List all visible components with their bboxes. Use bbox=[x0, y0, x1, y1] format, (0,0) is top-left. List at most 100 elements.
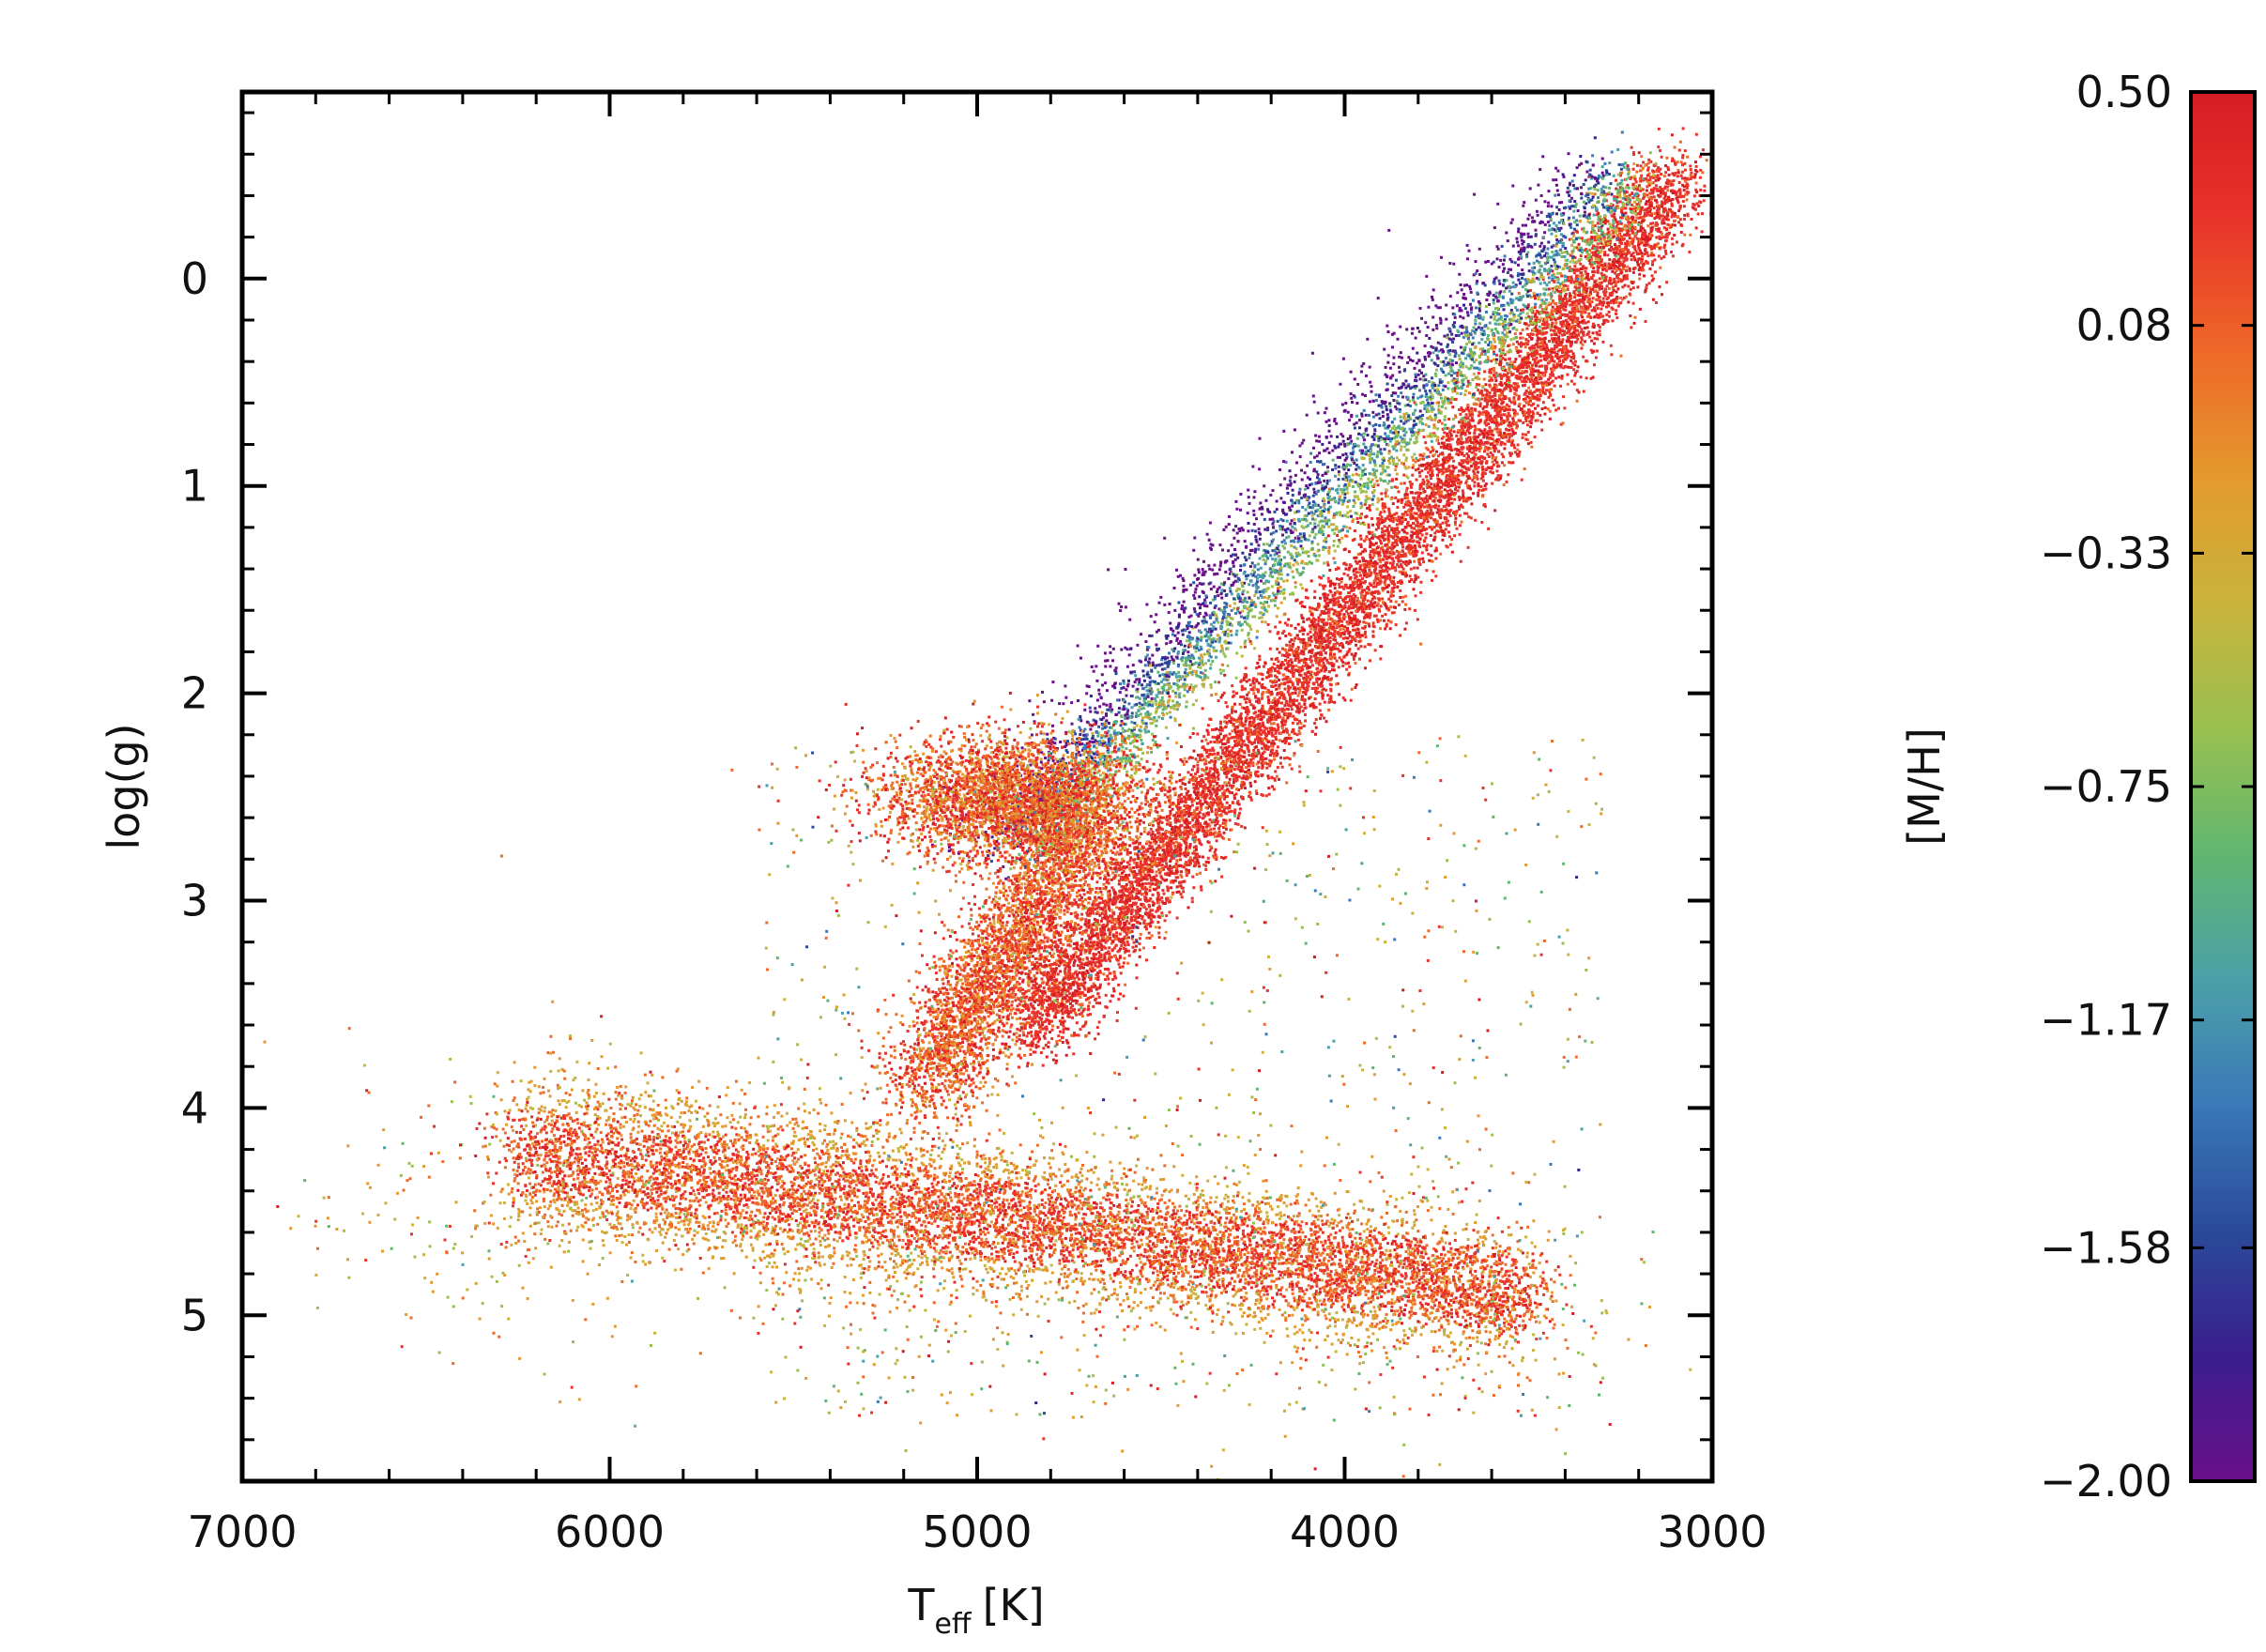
scatter-point bbox=[916, 1202, 920, 1206]
scatter-point bbox=[1201, 1262, 1204, 1265]
scatter-point bbox=[809, 1230, 813, 1233]
scatter-point bbox=[706, 1118, 710, 1122]
scatter-point bbox=[559, 1116, 563, 1120]
scatter-point bbox=[1425, 1263, 1429, 1267]
scatter-point bbox=[752, 1219, 756, 1223]
scatter-point bbox=[1171, 1262, 1175, 1266]
scatter-point bbox=[891, 1195, 895, 1199]
scatter-point bbox=[794, 1189, 798, 1193]
scatter-point bbox=[998, 1190, 1002, 1194]
scatter-point bbox=[1413, 1209, 1416, 1213]
scatter-point bbox=[967, 1182, 971, 1185]
scatter-point bbox=[865, 1201, 869, 1204]
scatter-point bbox=[1248, 1239, 1252, 1243]
scatter-point bbox=[1525, 1251, 1529, 1255]
scatter-point bbox=[1184, 1268, 1187, 1272]
scatter-point bbox=[912, 1236, 916, 1240]
scatter-point bbox=[832, 1143, 835, 1147]
scatter-point bbox=[628, 1180, 632, 1184]
scatter-point bbox=[964, 1267, 968, 1271]
scatter-point bbox=[1331, 1250, 1335, 1253]
scatter-point bbox=[1071, 1255, 1075, 1259]
scatter-point bbox=[1225, 1284, 1229, 1288]
scatter-point bbox=[587, 1089, 590, 1092]
scatter-point bbox=[740, 1126, 743, 1129]
scatter-point bbox=[618, 1092, 621, 1095]
scatter-point bbox=[1380, 1286, 1384, 1290]
scatter-point bbox=[907, 1173, 911, 1177]
scatter-point bbox=[1340, 1292, 1344, 1295]
scatter-point bbox=[1467, 1287, 1471, 1291]
scatter-point bbox=[1498, 1298, 1502, 1302]
scatter-point bbox=[1428, 1261, 1432, 1264]
scatter-point bbox=[783, 1252, 787, 1256]
scatter-point bbox=[615, 1205, 619, 1209]
scatter-point bbox=[749, 1230, 753, 1232]
scatter-point bbox=[503, 1166, 507, 1170]
scatter-point bbox=[1018, 1261, 1021, 1264]
scatter-point bbox=[936, 1289, 940, 1293]
scatter-point bbox=[1115, 1242, 1118, 1246]
scatter-point bbox=[876, 1247, 880, 1250]
scatter-point bbox=[813, 1183, 817, 1186]
scatter-point bbox=[1049, 1156, 1051, 1160]
scatter-point bbox=[1307, 1277, 1310, 1280]
scatter-point bbox=[1373, 1264, 1377, 1268]
scatter-point bbox=[674, 1226, 678, 1230]
scatter-point bbox=[627, 1185, 631, 1188]
scatter-point bbox=[813, 1156, 817, 1160]
scatter-point bbox=[1453, 1252, 1457, 1256]
scatter-point bbox=[1444, 1266, 1447, 1270]
scatter-point bbox=[1260, 1270, 1263, 1274]
scatter-point bbox=[941, 1266, 944, 1270]
scatter-point bbox=[1167, 1283, 1171, 1287]
scatter-point bbox=[1116, 1223, 1120, 1227]
scatter-point bbox=[492, 1126, 496, 1130]
scatter-point bbox=[591, 1160, 595, 1164]
scatter-point bbox=[1168, 1263, 1171, 1267]
scatter-point bbox=[1196, 1199, 1200, 1202]
scatter-point bbox=[1449, 1299, 1453, 1302]
scatter-point bbox=[814, 1221, 817, 1225]
scatter-point bbox=[1002, 1198, 1005, 1201]
scatter-point bbox=[1471, 1337, 1475, 1340]
scatter-point bbox=[1392, 1269, 1396, 1273]
scatter-point bbox=[640, 1179, 644, 1183]
scatter-point bbox=[877, 1130, 880, 1133]
scatter-point bbox=[1514, 1317, 1518, 1321]
scatter-point bbox=[1432, 1247, 1435, 1250]
scatter-point bbox=[942, 1195, 946, 1199]
scatter-point bbox=[748, 1081, 752, 1084]
scatter-point bbox=[906, 1157, 910, 1161]
scatter-point bbox=[1413, 1220, 1416, 1224]
scatter-point bbox=[1125, 1218, 1129, 1222]
scatter-point bbox=[1356, 1247, 1360, 1251]
scatter-point bbox=[723, 1146, 727, 1149]
scatter-point bbox=[601, 1138, 604, 1141]
scatter-point bbox=[752, 1168, 756, 1171]
scatter-point bbox=[1345, 1265, 1349, 1269]
scatter-point bbox=[936, 1206, 940, 1210]
scatter-point bbox=[1039, 1134, 1042, 1138]
scatter-point bbox=[827, 1189, 831, 1193]
scatter-point bbox=[503, 1109, 507, 1113]
scatter-point bbox=[912, 1271, 916, 1275]
scatter-point bbox=[712, 1225, 715, 1229]
scatter-point bbox=[663, 1222, 666, 1226]
scatter-point bbox=[578, 1153, 582, 1156]
scatter-point bbox=[1154, 1280, 1157, 1284]
scatter-point bbox=[1489, 1330, 1493, 1334]
scatter-point bbox=[1353, 1318, 1356, 1322]
scatter-point bbox=[741, 1187, 744, 1191]
scatter-point bbox=[1326, 1274, 1330, 1277]
scatter-point bbox=[918, 1199, 922, 1202]
scatter-point bbox=[1309, 1232, 1313, 1236]
scatter-point bbox=[1003, 1260, 1007, 1263]
scatter-point bbox=[1028, 1201, 1032, 1204]
scatter-point bbox=[980, 1194, 984, 1198]
scatter-point bbox=[593, 1143, 597, 1147]
scatter-point bbox=[1125, 1199, 1128, 1201]
scatter-point bbox=[986, 1271, 989, 1275]
scatter-point bbox=[1173, 1255, 1177, 1259]
scatter-point bbox=[752, 1147, 756, 1151]
